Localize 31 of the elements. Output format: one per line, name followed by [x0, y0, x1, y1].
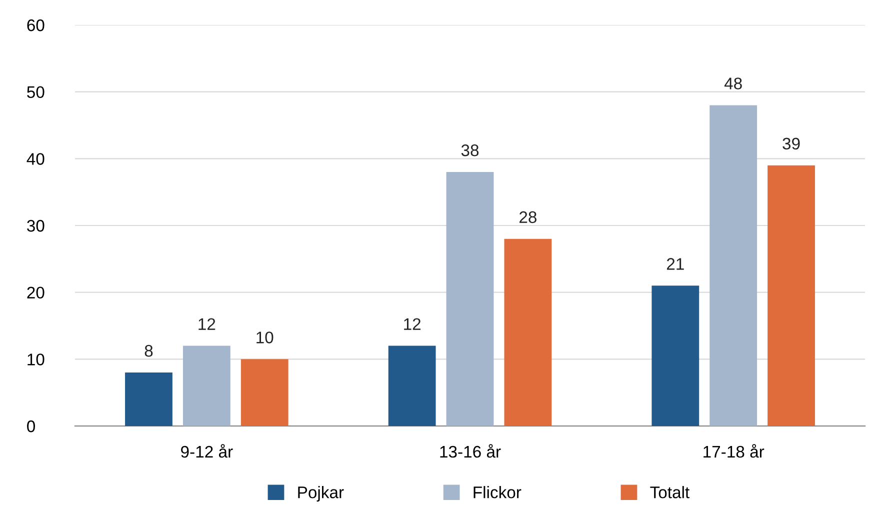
- y-tick-label: 50: [27, 86, 44, 98]
- data-label: 38: [461, 144, 479, 156]
- bar: [652, 286, 700, 426]
- data-label: 10: [256, 332, 274, 344]
- x-tick-label: 13-16 år: [440, 444, 501, 458]
- bar: [240, 359, 288, 426]
- legend-label: Pojkar: [298, 486, 344, 502]
- bar: [125, 372, 172, 426]
- x-tick-label: 17-18 år: [704, 444, 764, 458]
- bar: [504, 238, 552, 426]
- data-label: 8: [144, 344, 153, 357]
- legend-label: Totalt: [650, 486, 690, 498]
- y-tick-label: 10: [28, 354, 44, 366]
- bar: [768, 165, 815, 426]
- y-tick-label: 0: [27, 420, 36, 432]
- legend-label: Flickor: [474, 486, 522, 498]
- data-label: 12: [198, 318, 216, 330]
- bar: [710, 105, 758, 426]
- y-tick-label: 20: [27, 286, 44, 299]
- data-label: 48: [724, 78, 742, 90]
- data-label: 21: [666, 258, 684, 270]
- y-tick-label: 40: [26, 153, 44, 165]
- data-label: 39: [782, 138, 800, 150]
- bar: [388, 346, 436, 426]
- data-label: 28: [520, 211, 536, 224]
- bar: [446, 172, 494, 426]
- data-label: 12: [404, 318, 420, 330]
- bar: [182, 346, 230, 426]
- y-tick-label: 60: [27, 19, 44, 32]
- x-tick-label: 9-12 år: [181, 444, 233, 458]
- y-tick-label: 30: [27, 220, 44, 232]
